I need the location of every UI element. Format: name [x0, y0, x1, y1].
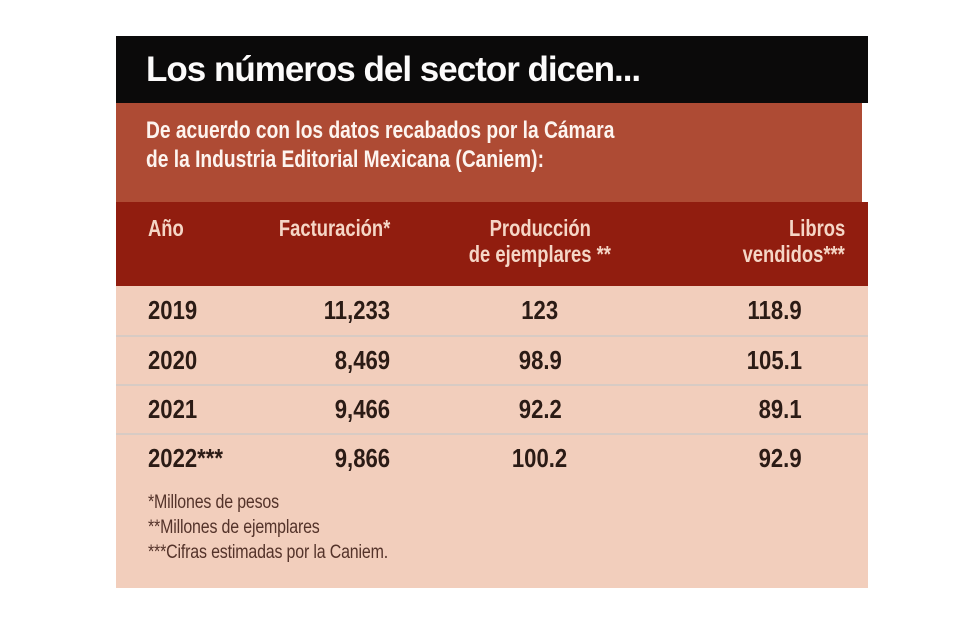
infographic-panel: Los números del sector dicen... De acuer… [116, 36, 868, 588]
year-cell: 2022*** [148, 443, 223, 473]
footnote-pesos: *Millones de pesos [148, 492, 279, 513]
libros-cell: 105.1 [746, 345, 802, 375]
subtitle-line-1: De acuerdo con los datos recabados por l… [146, 117, 615, 144]
subtitle-band: De acuerdo con los datos recabados por l… [116, 103, 862, 202]
table-row-2022: 2022*** 9,866 100.2 92.9 [116, 433, 868, 482]
table-body: 2019 11,233 123 118.9 2020 8,469 98.9 10… [116, 286, 868, 588]
year-cell: 2019 [148, 295, 198, 325]
libros-cell: 92.9 [758, 443, 802, 473]
produccion-cell: 123 [521, 295, 559, 325]
title-bar: Los números del sector dicen... [116, 36, 868, 103]
subtitle-line-2: de la Industria Editorial Mexicana (Cani… [146, 146, 544, 173]
produccion-cell: 98.9 [518, 345, 562, 375]
year-cell: 2020 [148, 345, 198, 375]
facturacion-cell: 11,233 [323, 295, 390, 325]
footnote-cifras: ***Cifras estimadas por la Caniem. [148, 542, 389, 563]
facturacion-cell: 9,466 [334, 394, 390, 424]
footnote-ejemplares: **Millones de ejemplares [148, 517, 320, 538]
footnotes: *Millones de pesos **Millones de ejempla… [116, 482, 868, 565]
col-header-libros: Libros vendidos*** [742, 215, 845, 267]
table-row-2021: 2021 9,466 92.2 89.1 [116, 384, 868, 433]
libros-cell: 89.1 [758, 394, 802, 424]
table-row-2020: 2020 8,469 98.9 105.1 [116, 335, 868, 384]
col-header-ano: Año [148, 215, 184, 241]
table-header-row: Año Facturación* Producción de ejemplare… [116, 202, 868, 286]
produccion-cell: 100.2 [512, 443, 568, 473]
facturacion-cell: 8,469 [334, 345, 390, 375]
infographic-title: Los números del sector dicen... [146, 49, 641, 89]
facturacion-cell: 9,866 [334, 443, 390, 473]
libros-cell: 118.9 [747, 295, 802, 325]
col-header-produccion: Producción de ejemplares ** [468, 215, 612, 267]
col-header-facturacion: Facturación* [278, 215, 390, 241]
table-row-2019: 2019 11,233 123 118.9 [116, 286, 868, 335]
year-cell: 2021 [148, 394, 198, 424]
produccion-cell: 92.2 [518, 394, 562, 424]
